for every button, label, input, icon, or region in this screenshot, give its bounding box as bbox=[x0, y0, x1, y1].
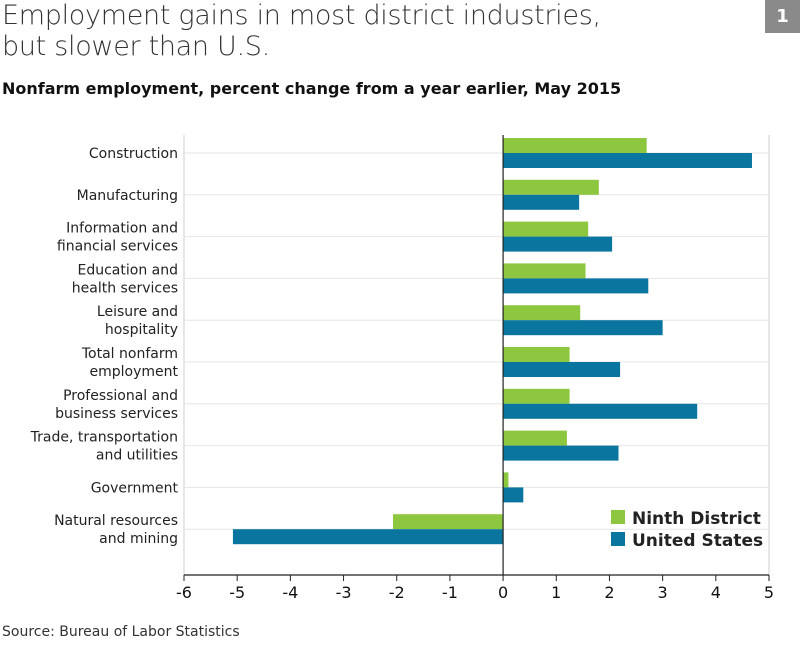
x-tick-label: 4 bbox=[711, 583, 721, 602]
category-label: business services bbox=[55, 406, 178, 422]
bar-ninth-district bbox=[503, 263, 586, 279]
category-label: and mining bbox=[99, 531, 178, 547]
bar-united-states bbox=[503, 236, 613, 252]
category-label: Government bbox=[91, 480, 179, 496]
legend-swatch-ninth-district bbox=[611, 510, 625, 524]
x-tick-label: -1 bbox=[442, 583, 458, 602]
bar-ninth-district bbox=[503, 179, 599, 195]
category-label: Information and bbox=[66, 221, 178, 237]
bar-united-states bbox=[503, 445, 619, 461]
bar-ninth-district bbox=[503, 388, 570, 404]
bar-ninth-district bbox=[393, 514, 504, 530]
figure-number-badge: 1 bbox=[765, 0, 800, 33]
bar-united-states bbox=[503, 153, 752, 168]
legend-swatch-united-states bbox=[611, 532, 625, 546]
category-label: health services bbox=[72, 280, 178, 296]
x-tick-label: -5 bbox=[229, 583, 245, 602]
category-label: Education and bbox=[78, 262, 179, 278]
bar-united-states bbox=[232, 529, 504, 545]
bar-united-states bbox=[503, 403, 698, 419]
category-label: and utilities bbox=[96, 448, 178, 464]
category-label: Trade, transportation bbox=[30, 430, 178, 446]
category-label: Natural resources bbox=[54, 513, 178, 529]
x-tick-label: -6 bbox=[176, 583, 192, 602]
source-note: Source: Bureau of Labor Statistics bbox=[2, 624, 240, 640]
chart-title-line-2: but slower than U.S. bbox=[2, 31, 270, 62]
bar-ninth-district bbox=[503, 305, 581, 321]
bar-united-states bbox=[503, 278, 649, 294]
bar-united-states bbox=[503, 320, 663, 336]
x-tick-label: 0 bbox=[498, 583, 508, 602]
x-tick-label: -4 bbox=[282, 583, 298, 602]
x-tick-label: 3 bbox=[658, 583, 668, 602]
bar-united-states bbox=[503, 194, 580, 210]
legend-label: United States bbox=[632, 531, 763, 551]
category-label: Leisure and bbox=[97, 304, 178, 320]
category-label: financial services bbox=[57, 239, 178, 255]
x-tick-label: 5 bbox=[764, 583, 774, 602]
bar-ninth-district bbox=[503, 347, 570, 362]
category-label: Professional and bbox=[63, 388, 178, 404]
category-label: Total nonfarm bbox=[81, 346, 178, 362]
chart-title: Employment gains in most district indust… bbox=[2, 0, 601, 62]
bar-ninth-district bbox=[503, 138, 647, 153]
x-tick-label: -3 bbox=[336, 583, 352, 602]
chart-subtitle: Nonfarm employment, percent change from … bbox=[2, 79, 622, 98]
category-label: employment bbox=[90, 364, 179, 380]
bar-united-states bbox=[503, 362, 621, 377]
bar-ninth-district bbox=[503, 430, 567, 446]
x-tick-label: -2 bbox=[389, 583, 405, 602]
category-label: hospitality bbox=[105, 322, 178, 338]
chart-title-line-1: Employment gains in most district indust… bbox=[2, 0, 601, 31]
bar-united-states bbox=[503, 487, 524, 503]
legend-label: Ninth District bbox=[632, 509, 761, 529]
bar-ninth-district bbox=[503, 472, 509, 488]
bar-ninth-district bbox=[503, 221, 589, 237]
x-tick-label: 2 bbox=[604, 583, 614, 602]
category-label: Manufacturing bbox=[77, 188, 178, 204]
category-label: Construction bbox=[89, 146, 178, 162]
x-tick-label: 1 bbox=[551, 583, 561, 602]
